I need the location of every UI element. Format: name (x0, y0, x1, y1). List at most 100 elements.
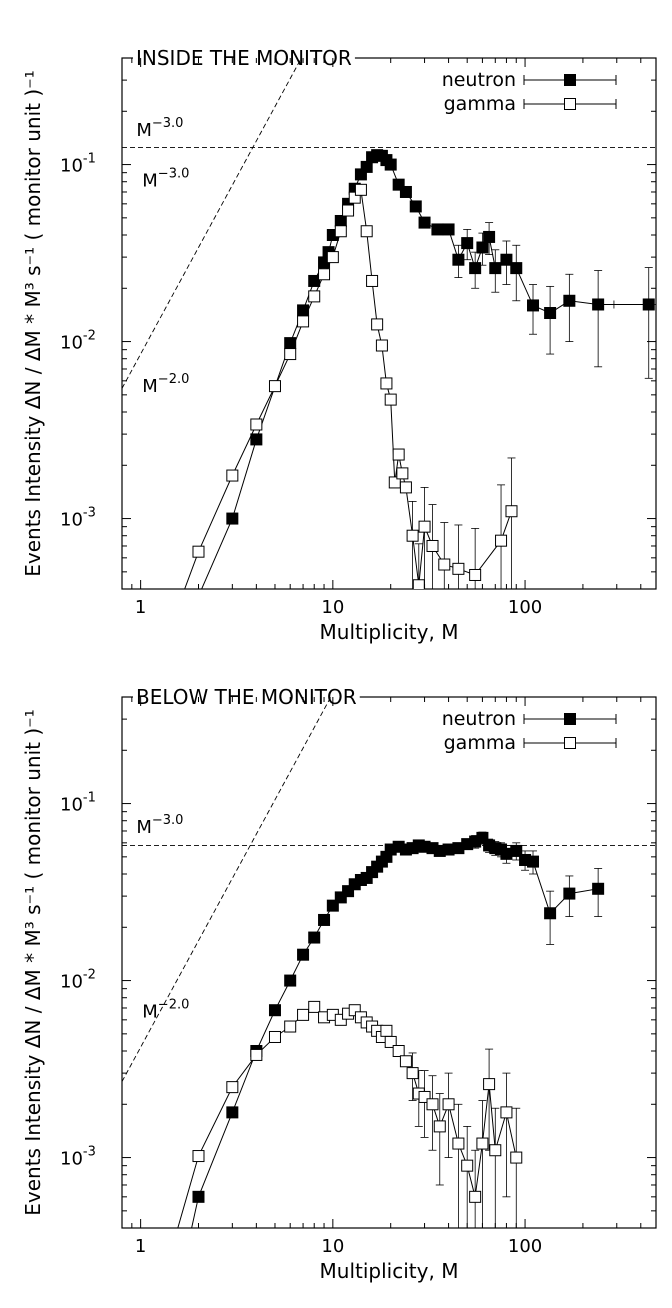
gamma-point (226, 1081, 239, 1094)
gamma-point (342, 204, 355, 217)
gamma-point (226, 469, 239, 482)
neutron-point (510, 262, 523, 275)
legend-label-gamma: gamma (444, 732, 516, 754)
power-law-annotation: M−2.0 (142, 997, 189, 1022)
neutron-point (442, 223, 455, 236)
neutron-point (563, 294, 576, 307)
gamma-point (348, 1004, 361, 1017)
neutron-point (297, 948, 310, 961)
y-tick-label: 10-3 (60, 1145, 96, 1170)
neutron-point (592, 882, 605, 895)
y-tick-label: 10-1 (60, 791, 96, 816)
legend-marker-neutron (564, 74, 576, 86)
x-tick-label: 10 (321, 1236, 344, 1257)
gamma-point (268, 1030, 281, 1043)
gamma-point (250, 418, 263, 431)
neutron-point (174, 1276, 185, 1287)
legend-marker-neutron (564, 713, 576, 725)
power-law-annotation: M−3.0 (136, 116, 183, 141)
gamma-point (334, 225, 347, 238)
gamma-point (505, 505, 518, 518)
neutron-point (527, 299, 540, 312)
gamma-point (268, 380, 281, 393)
neutron-point (476, 831, 489, 844)
plot-title: INSIDE THE MONITOR (136, 46, 352, 70)
plot-title: BELOW THE MONITOR (136, 685, 357, 709)
gamma-point (384, 1035, 397, 1048)
gamma-point (500, 1106, 513, 1119)
neutron-point (308, 931, 321, 944)
plot-frame (121, 57, 657, 590)
gamma-point (461, 1159, 474, 1172)
gamma-point (452, 1137, 465, 1150)
neutron-point (318, 913, 331, 926)
title-background (133, 46, 355, 70)
neutron-point (384, 158, 397, 171)
gamma-point (438, 558, 451, 571)
below-monitor-panel: BELOW THE MONITOR 1 10 100 10-3 10-2 10-1 Multi… (21, 685, 657, 1287)
gamma-point (476, 1137, 489, 1150)
neutron-point (399, 185, 412, 198)
neutron-point (250, 433, 263, 446)
gamma-point (308, 1000, 321, 1013)
neutron-point (642, 298, 655, 311)
neutron-point (510, 844, 523, 857)
gamma-point (469, 568, 482, 581)
gamma-point (489, 1144, 502, 1157)
gamma-point (192, 545, 205, 558)
power-law-annotation: M−3.0 (142, 167, 189, 192)
neutron-point (226, 1106, 239, 1119)
legend-label-gamma: gamma (444, 93, 516, 115)
gamma-point (392, 448, 405, 461)
neutron-point (563, 887, 576, 900)
plot-frame (121, 696, 657, 1229)
x-axis-label: Multiplicity, M (320, 1259, 459, 1283)
gamma-point (375, 339, 388, 352)
neutron-point (192, 1190, 205, 1203)
y-tick-label: 10-1 (60, 152, 96, 177)
neutron-point (418, 216, 431, 229)
legend-marker-gamma (564, 98, 576, 110)
gamma-point (412, 579, 425, 589)
gamma-point (384, 393, 397, 406)
neutron-point (469, 262, 482, 275)
legend-label-neutron: neutron (442, 69, 516, 91)
y-tick-label: 10-3 (60, 506, 96, 531)
y-tick-label: 10-2 (60, 968, 96, 993)
neutron-point (184, 611, 195, 622)
gamma-point (399, 1055, 412, 1068)
gamma-point (452, 562, 465, 575)
neutron-point (284, 974, 297, 987)
neutron-point (342, 885, 355, 898)
gamma-point (192, 1150, 205, 1163)
gamma-point (406, 1067, 419, 1080)
data-layer (122, 697, 656, 1287)
neutron-point (483, 230, 496, 243)
gamma-point (354, 183, 367, 196)
neutron-point (452, 253, 465, 266)
neutron-point (544, 907, 557, 920)
gamma-point (406, 529, 419, 542)
gamma-point (326, 251, 339, 264)
gamma-point (510, 1151, 523, 1164)
gamma-point (396, 467, 409, 480)
gamma-point (284, 1020, 297, 1033)
gamma-point (380, 377, 393, 390)
x-tick-label: 10 (321, 597, 344, 618)
gamma-point (392, 1045, 405, 1057)
title-background (133, 685, 360, 709)
neutron-point (297, 304, 310, 317)
neutron-point (476, 241, 489, 254)
gamma-point (442, 1098, 455, 1111)
neutron-point (500, 253, 513, 266)
gamma-point (157, 1276, 168, 1287)
neutron-point (527, 855, 540, 868)
gamma-point (348, 191, 361, 204)
neutron-line (191, 837, 599, 1228)
gamma-point (169, 611, 180, 622)
power-law-annotation: M−2.0 (142, 372, 189, 397)
gamma-point (399, 481, 412, 494)
neutron-point (308, 274, 321, 287)
gamma-point (371, 318, 384, 331)
